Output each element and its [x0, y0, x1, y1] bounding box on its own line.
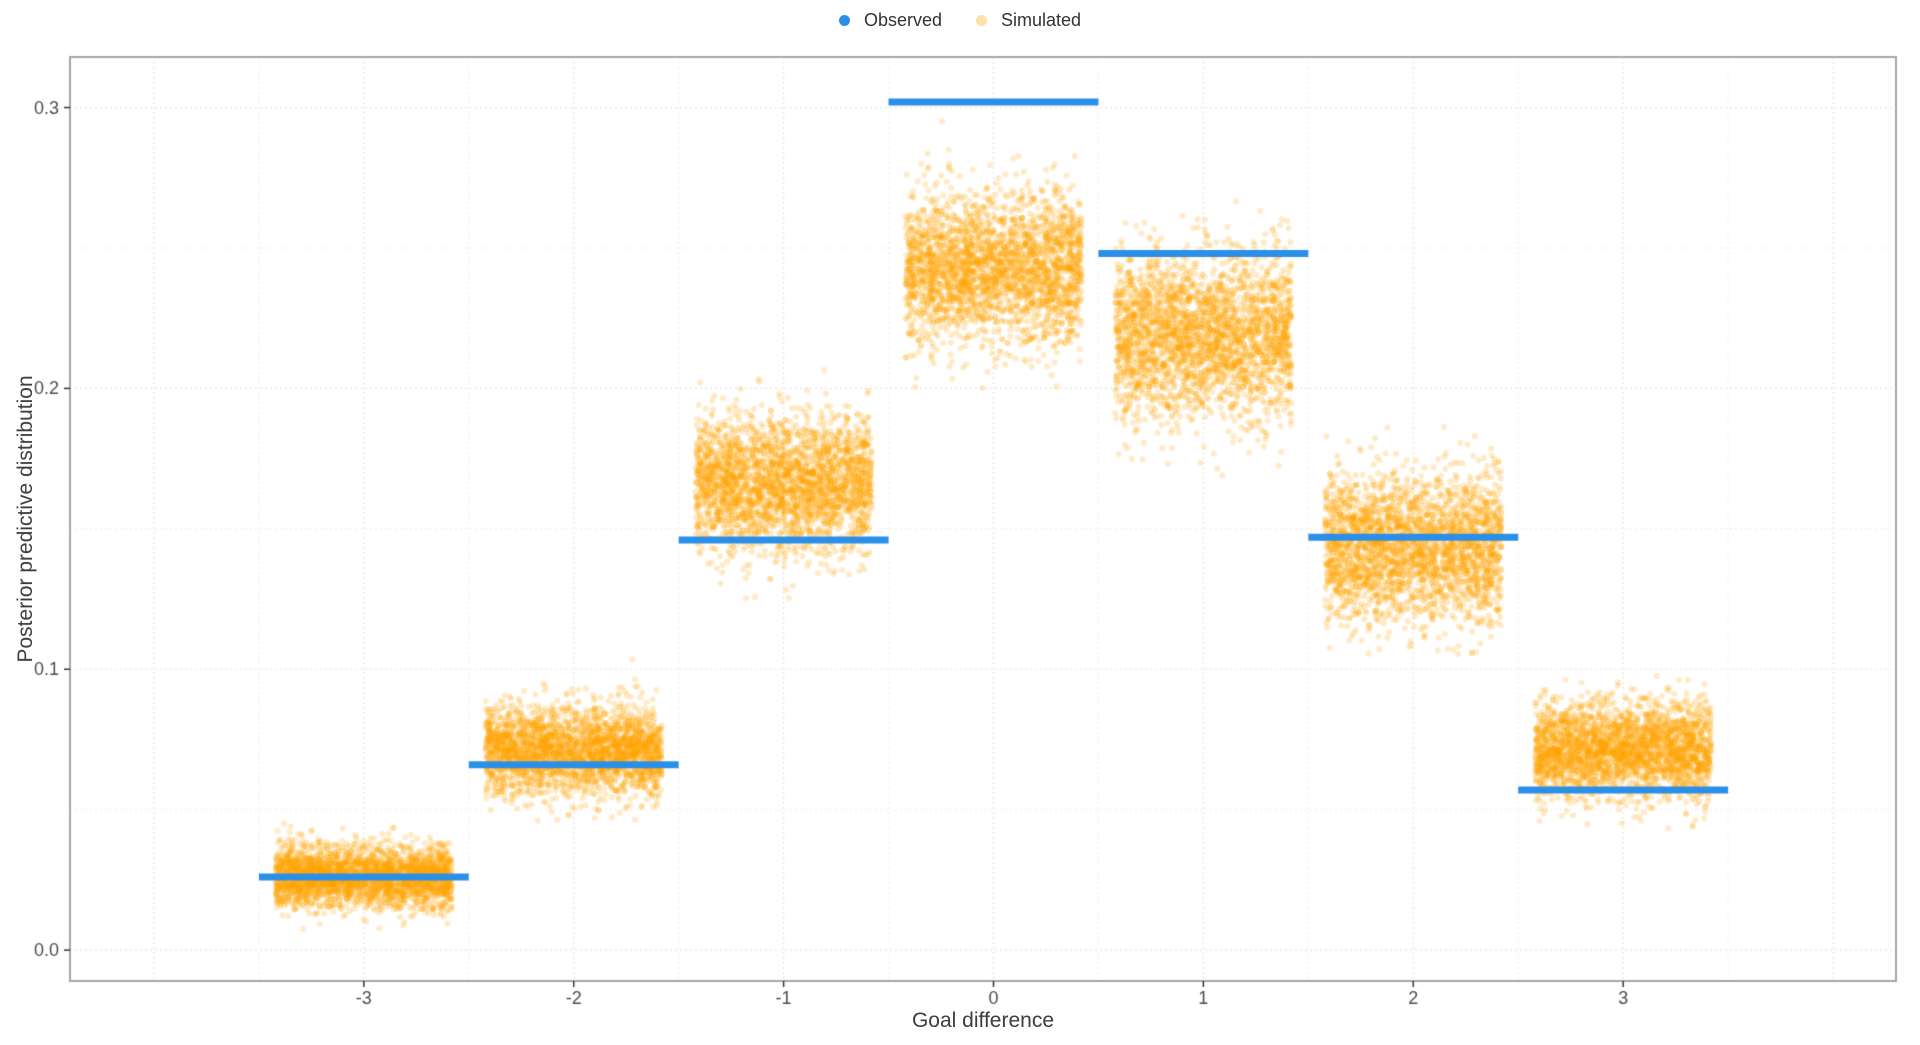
legend-label: Simulated: [1001, 10, 1082, 30]
legend-simulated-dot-icon: [976, 15, 987, 26]
x-axis-title: Goal difference: [911, 1009, 1055, 1032]
legend-observed-dot-icon: [838, 15, 850, 26]
legend: Observed Simulated: [0, 10, 1920, 31]
legend-label: Observed: [863, 10, 942, 30]
y-axis-title: Posterior predictive distribution: [14, 375, 37, 663]
legend-item-simulated: Simulated: [976, 10, 1081, 31]
legend-item-observed: Observed: [838, 10, 942, 31]
